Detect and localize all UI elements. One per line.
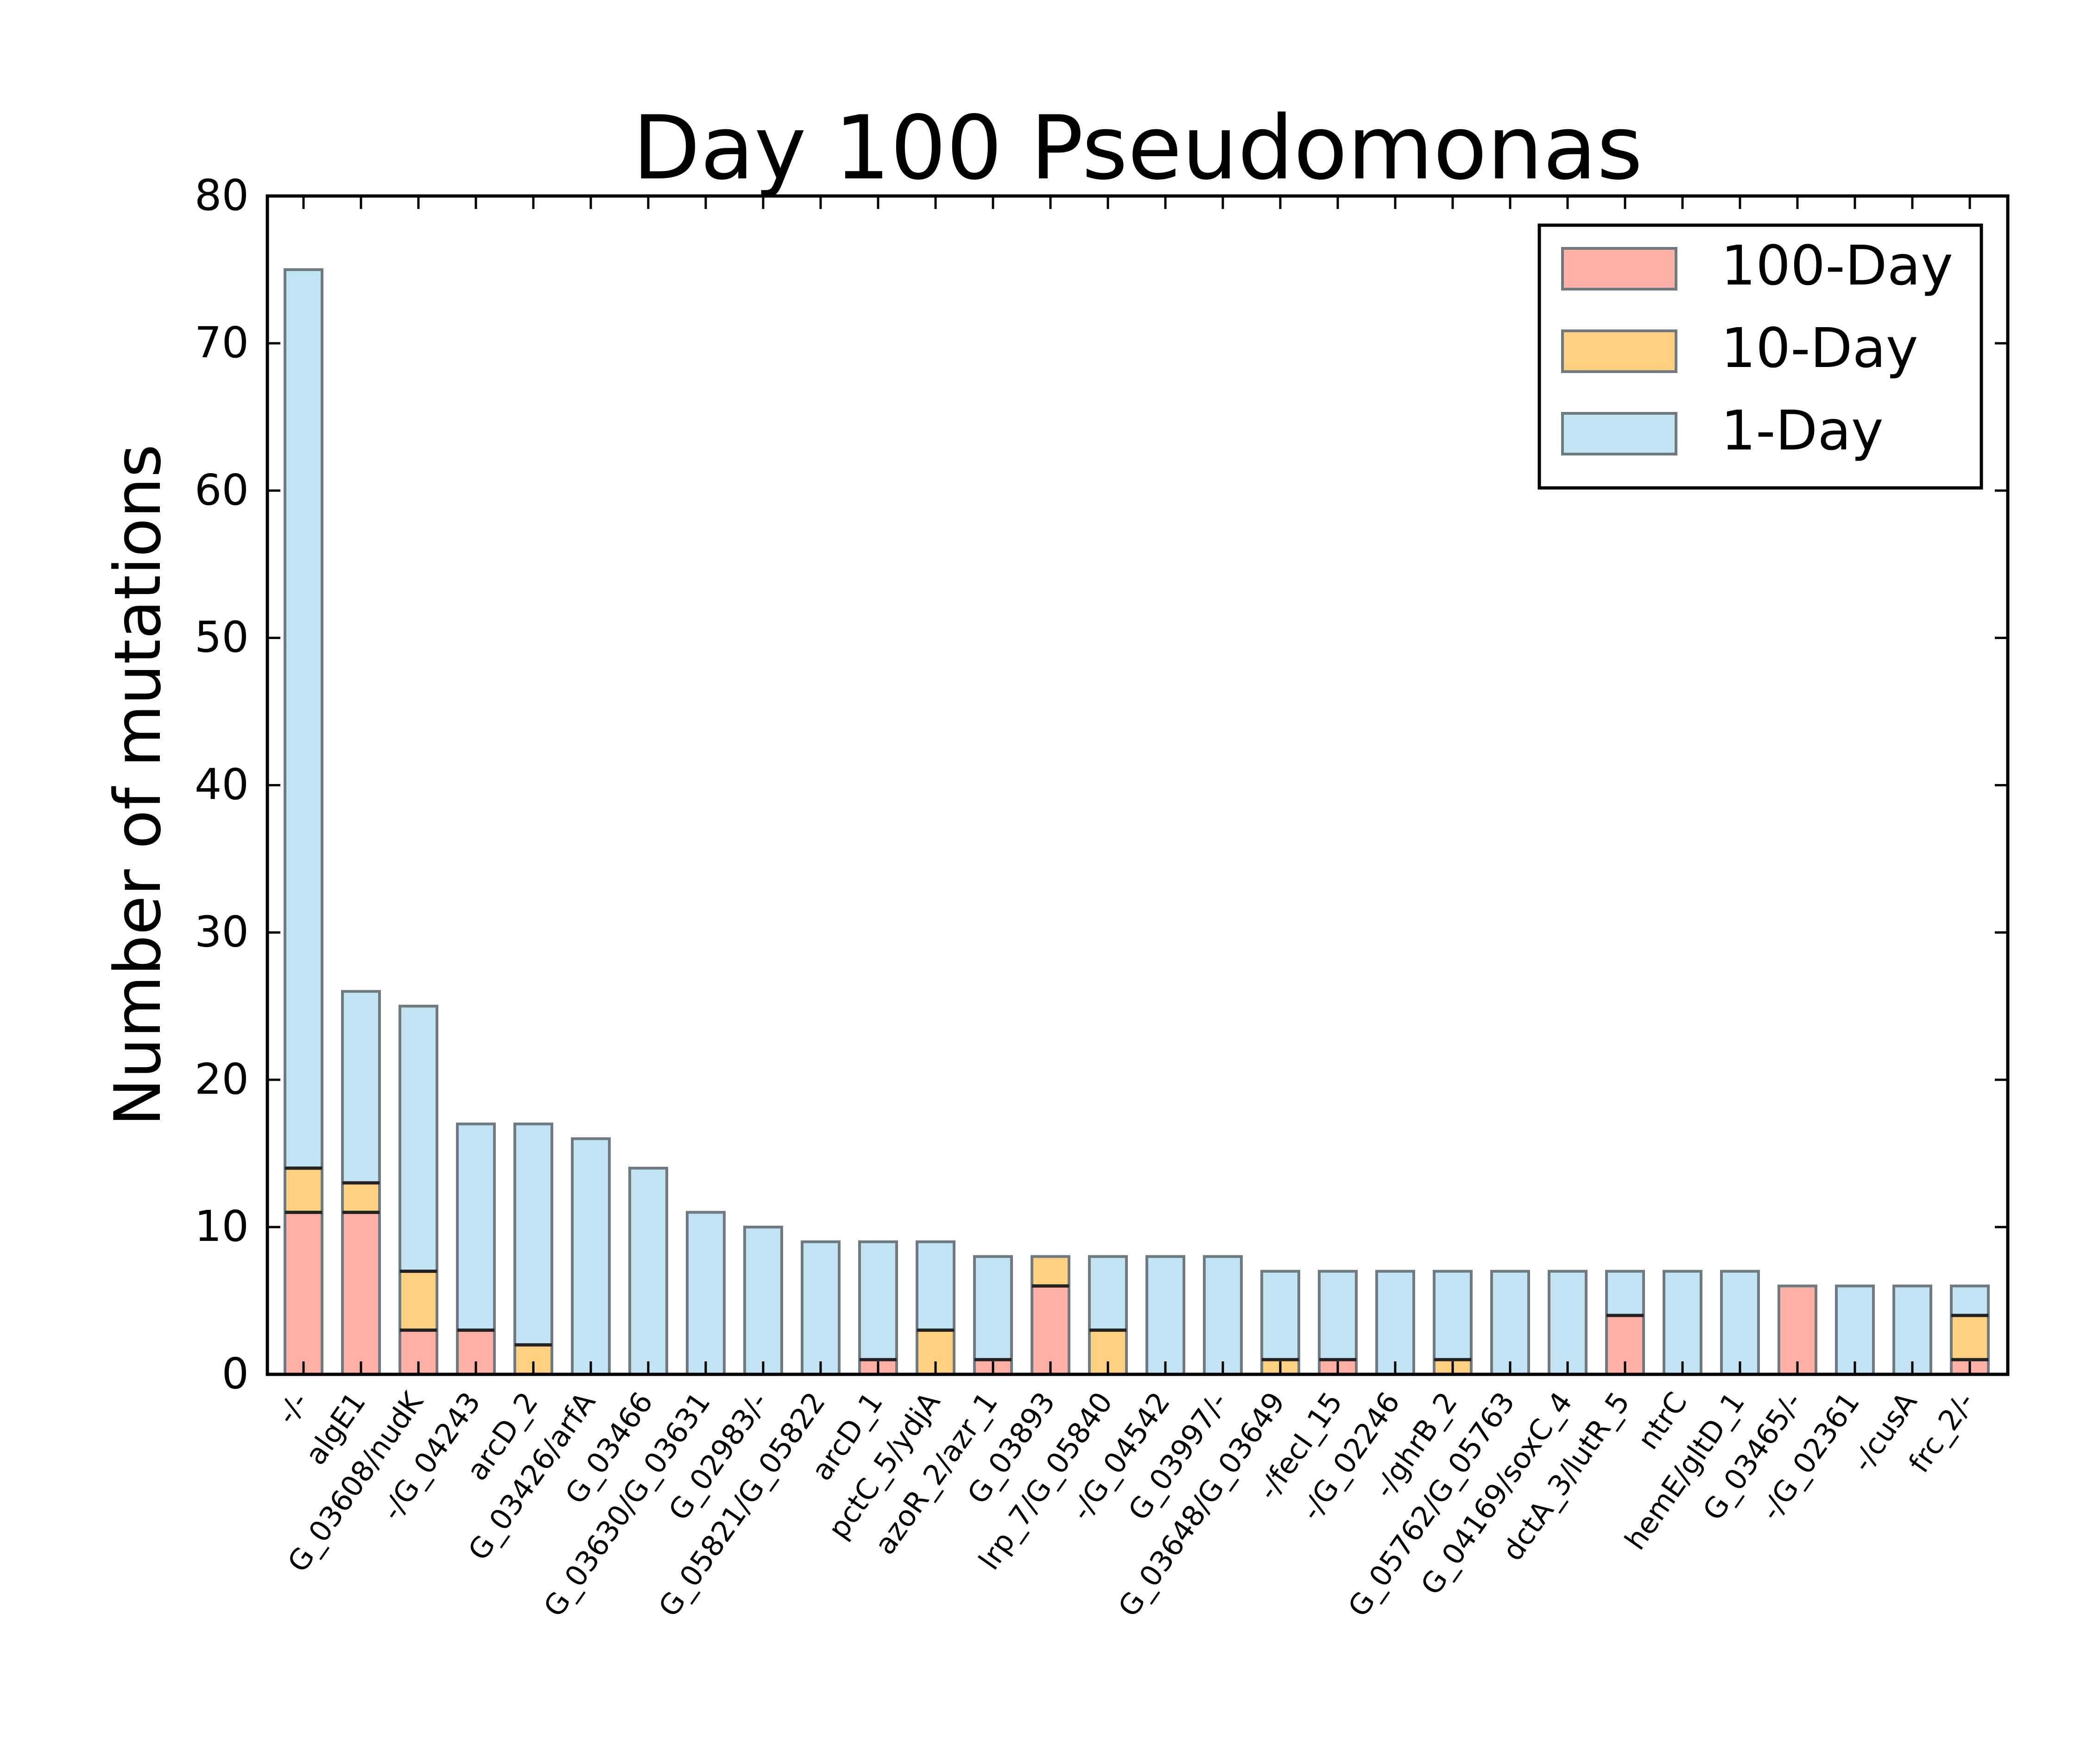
- y-tick-label: 30: [195, 907, 249, 956]
- bar-100-day-14: [1031, 1284, 1070, 1376]
- bar-1-day-11: [858, 1240, 898, 1361]
- bar-1-day-8: [686, 1211, 726, 1376]
- bar-1-day-16: [1145, 1255, 1185, 1376]
- bar-1-day-6: [571, 1137, 611, 1376]
- bar-100-day-3: [398, 1328, 438, 1376]
- legend-swatch-100-day: [1561, 247, 1677, 291]
- y-tick-label: 70: [195, 318, 249, 367]
- bar-1-day-2: [341, 990, 381, 1184]
- bar-1-day-18: [1260, 1270, 1300, 1361]
- bar-100-day-1: [284, 1211, 323, 1376]
- bar-1-day-20: [1375, 1270, 1415, 1376]
- bar-1-day-28: [1835, 1284, 1875, 1376]
- bar-1-day-12: [916, 1240, 955, 1332]
- bar-10-day-2: [341, 1181, 381, 1214]
- bar-1-day-22: [1490, 1270, 1530, 1376]
- y-tick-label: 20: [195, 1054, 249, 1104]
- bar-1-day-7: [628, 1166, 668, 1376]
- bar-100-day-27: [1777, 1284, 1817, 1376]
- legend-label: 1-Day: [1721, 398, 1884, 462]
- y-tick-label: 40: [195, 760, 249, 810]
- legend-label: 10-Day: [1721, 316, 1918, 380]
- bar-10-day-1: [284, 1166, 323, 1214]
- bar-1-day-13: [973, 1255, 1013, 1361]
- bar-1-day-21: [1433, 1270, 1473, 1361]
- chart-title: Day 100 Pseudomonas: [633, 97, 1643, 199]
- bar-10-day-14: [1031, 1255, 1070, 1288]
- bar-1-day-23: [1548, 1270, 1588, 1376]
- bar-10-day-3: [398, 1270, 438, 1332]
- bar-1-day-24: [1605, 1270, 1645, 1317]
- bar-1-day-19: [1318, 1270, 1358, 1361]
- bar-1-day-26: [1720, 1270, 1760, 1376]
- x-tick-label: -/-: [270, 1386, 315, 1430]
- legend-label: 100-Day: [1721, 234, 1953, 297]
- bar-1-day-15: [1088, 1255, 1128, 1332]
- bar-10-day-30: [1950, 1314, 1990, 1361]
- bar-1-day-29: [1892, 1284, 1932, 1376]
- legend-swatch-1-day: [1561, 412, 1677, 455]
- bar-1-day-4: [456, 1122, 496, 1332]
- legend: 100-Day 10-Day 1-Day: [1537, 223, 1983, 490]
- bar-1-day-1: [284, 268, 323, 1170]
- bar-1-day-3: [398, 1005, 438, 1273]
- bar-1-day-10: [801, 1240, 841, 1376]
- y-tick-label: 60: [195, 465, 249, 515]
- y-tick-label: 0: [221, 1349, 249, 1398]
- bars-layer: [284, 268, 1990, 1376]
- y-tick-label: 10: [195, 1202, 249, 1251]
- bar-1-day-17: [1203, 1255, 1243, 1376]
- y-axis-label: Number of mutations: [101, 444, 175, 1126]
- bar-1-day-30: [1950, 1284, 1990, 1317]
- legend-swatch-10-day: [1561, 329, 1677, 373]
- bar-1-day-25: [1663, 1270, 1702, 1376]
- bar-1-day-9: [743, 1226, 783, 1376]
- y-tick-label: 50: [195, 613, 249, 662]
- bar-1-day-5: [513, 1122, 553, 1347]
- y-tick-label: 80: [195, 171, 249, 220]
- bar-100-day-2: [341, 1211, 381, 1376]
